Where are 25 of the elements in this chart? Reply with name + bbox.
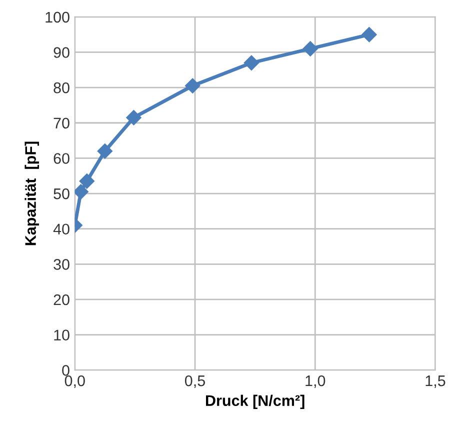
point	[79, 174, 94, 189]
x-tick-label: 0,0	[64, 375, 85, 388]
point	[362, 27, 377, 42]
x-tick-label: 1,5	[426, 376, 446, 388]
point	[74, 184, 88, 200]
point	[302, 41, 318, 56]
y-tick-label: 10	[54, 330, 70, 340]
x-axis-title: Druck [N/cm²]	[206, 394, 304, 410]
y-tick-label: 70	[54, 118, 70, 129]
point	[244, 55, 260, 70]
y-tick-label: 80	[54, 82, 70, 94]
y-tick-label: 20	[54, 294, 70, 306]
y-tick-label: 40	[53, 224, 70, 235]
point	[126, 110, 142, 126]
y-tick-label: 60	[54, 153, 70, 164]
point	[185, 78, 200, 94]
x-tick-label: 1,0	[306, 375, 326, 388]
y-axis-title: Kapazität [pF]	[24, 142, 39, 246]
x-tick-label: 0,5	[184, 375, 205, 388]
y-tick-label: 90	[54, 47, 70, 58]
y-tick-label: 0	[62, 364, 70, 376]
y-tick-label: 100	[46, 12, 70, 23]
y-tick-label: 50	[54, 188, 70, 200]
y-tick-label: 30	[54, 259, 70, 270]
point	[97, 144, 112, 159]
